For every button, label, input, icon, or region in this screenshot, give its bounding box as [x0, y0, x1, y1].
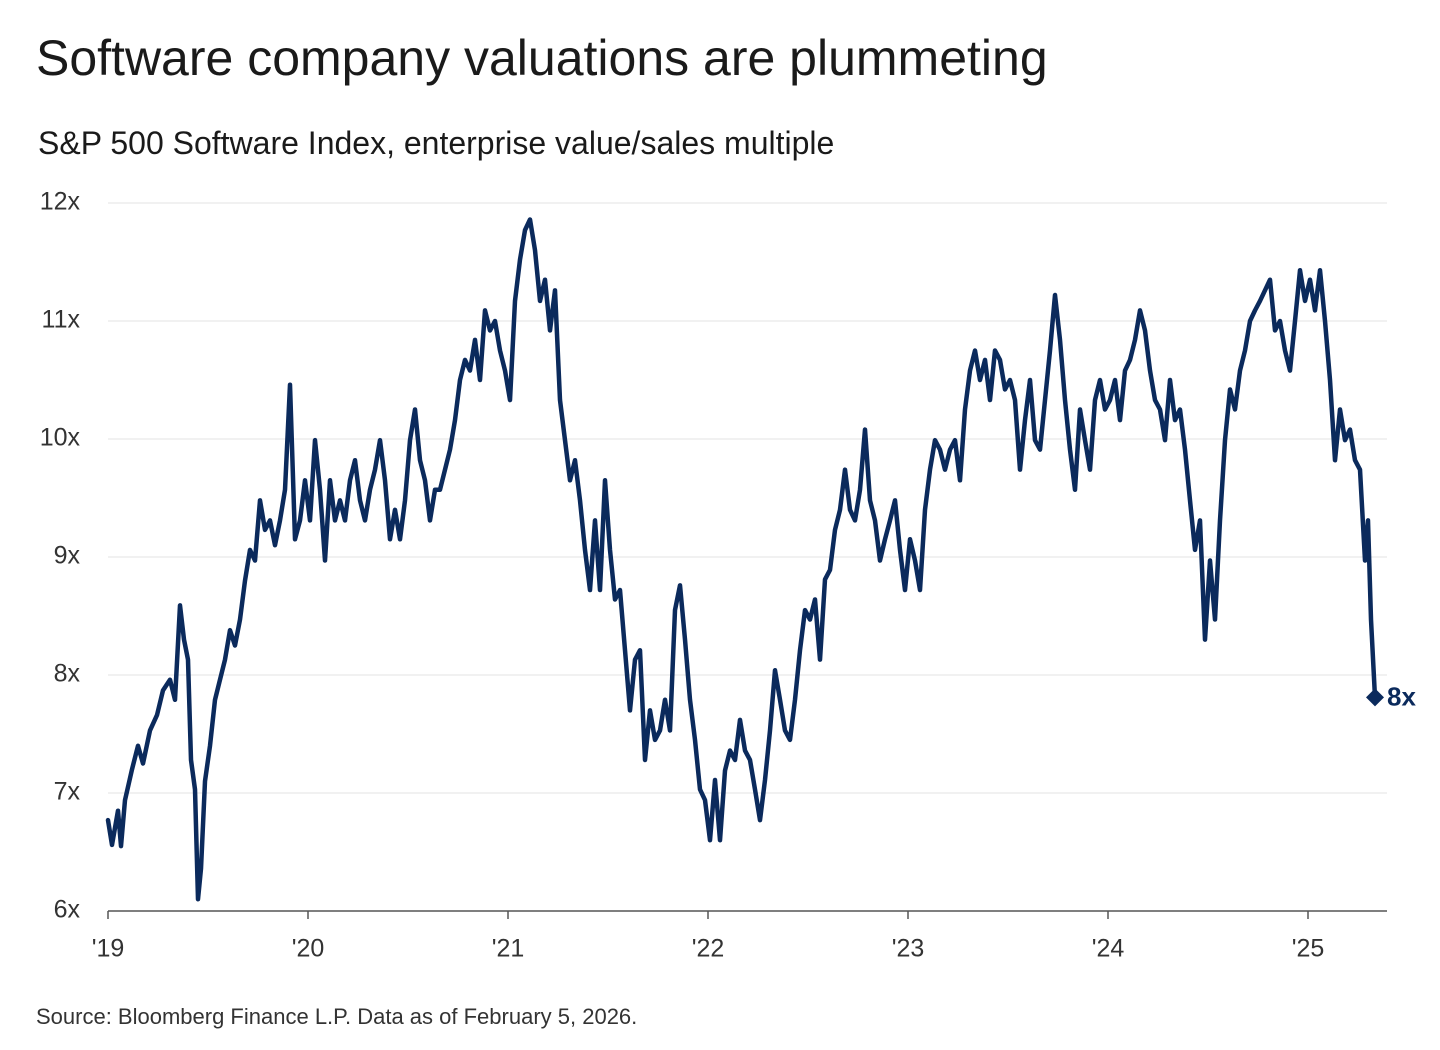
data-line: [105, 217, 1378, 902]
y-tick-label: 11x: [42, 306, 81, 334]
y-tick-label: 7x: [54, 778, 81, 806]
end-marker: [1366, 688, 1384, 707]
x-tick-label: '22: [692, 935, 725, 963]
x-tick-label: '20: [292, 935, 325, 963]
x-tick-label: '24: [1092, 935, 1125, 963]
chart-title: Software company valuations are plummeti…: [36, 30, 1048, 86]
x-tick-label: '21: [492, 935, 525, 963]
x-tick-label: '19: [92, 935, 125, 963]
y-tick-label: 8x: [54, 660, 81, 688]
source-note: Source: Bloomberg Finance L.P. Data as o…: [36, 1004, 637, 1029]
y-tick-label: 6x: [54, 896, 81, 924]
x-tick-label: '25: [1292, 935, 1325, 963]
y-tick-label: 9x: [54, 542, 81, 570]
y-tick-label: 10x: [40, 424, 81, 452]
x-tick-label: '23: [892, 935, 925, 963]
data-label: 8x: [1387, 681, 1416, 711]
y-tick-label: 12x: [40, 188, 81, 216]
plot-area: 8x: [105, 217, 1416, 902]
chart-subtitle: S&P 500 Software Index, enterprise value…: [38, 125, 834, 161]
grid: 6x 7x 8x 9x 10x 11x 12x '19 '20 '21 '22 '23 '24 '25: [40, 188, 1387, 963]
